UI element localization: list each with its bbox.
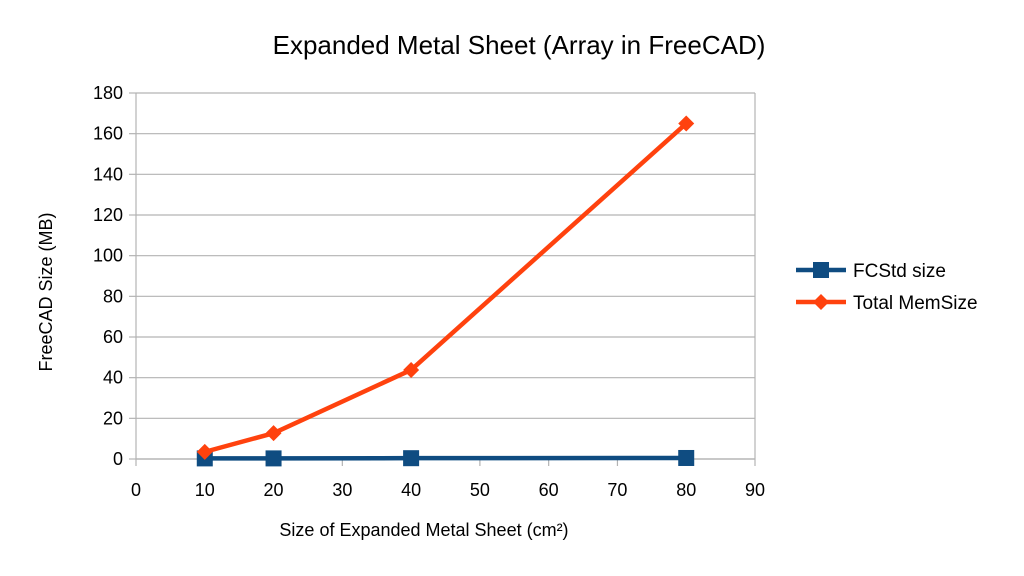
data-point bbox=[678, 115, 695, 132]
series-group bbox=[196, 115, 695, 467]
x-tick-label: 0 bbox=[131, 480, 141, 500]
series-1 bbox=[196, 115, 695, 460]
chart-title: Expanded Metal Sheet (Array in FreeCAD) bbox=[273, 30, 766, 60]
y-tick-label: 80 bbox=[103, 286, 123, 306]
grid bbox=[136, 92, 755, 460]
x-tick-label: 30 bbox=[332, 480, 352, 500]
x-tick-label: 40 bbox=[401, 480, 421, 500]
data-point bbox=[196, 443, 213, 460]
x-tick-label: 20 bbox=[264, 480, 284, 500]
y-tick-label: 20 bbox=[103, 408, 123, 428]
data-point bbox=[403, 361, 420, 378]
legend-item: Total MemSize bbox=[796, 293, 978, 314]
y-tick-labels: 0 20 40 60 80 100 120 140 160 180 bbox=[93, 83, 123, 469]
legend-marker bbox=[813, 294, 829, 310]
x-tick-labels: 0 10 20 30 40 50 60 70 80 90 bbox=[131, 480, 765, 500]
x-tick-label: 70 bbox=[607, 480, 627, 500]
y-tick-label: 180 bbox=[93, 83, 123, 103]
legend: FCStd size Total MemSize bbox=[796, 261, 978, 314]
legend-marker bbox=[813, 262, 829, 278]
series-line bbox=[204, 121, 688, 455]
legend-item: FCStd size bbox=[796, 261, 946, 282]
x-tick-label: 50 bbox=[470, 480, 490, 500]
legend-label: Total MemSize bbox=[853, 293, 978, 314]
series-0 bbox=[196, 449, 695, 467]
x-tick-label: 80 bbox=[676, 480, 696, 500]
y-tick-label: 60 bbox=[103, 327, 123, 347]
y-tick-label: 100 bbox=[93, 246, 123, 266]
y-tick-label: 160 bbox=[93, 124, 123, 144]
data-point bbox=[265, 450, 282, 467]
x-axis-label: Size of Expanded Metal Sheet (cm²) bbox=[279, 520, 568, 540]
y-tick-label: 0 bbox=[113, 449, 123, 469]
y-tick-label: 40 bbox=[103, 368, 123, 388]
y-tick-label: 140 bbox=[93, 164, 123, 184]
x-tick-label: 10 bbox=[195, 480, 215, 500]
y-axis-label: FreeCAD Size (MB) bbox=[36, 212, 56, 371]
x-tick-label: 60 bbox=[539, 480, 559, 500]
data-point bbox=[403, 450, 420, 467]
data-point bbox=[265, 425, 282, 442]
x-tick-label: 90 bbox=[745, 480, 765, 500]
data-point bbox=[678, 449, 695, 466]
y-tick-label: 120 bbox=[93, 205, 123, 225]
legend-label: FCStd size bbox=[853, 261, 946, 282]
